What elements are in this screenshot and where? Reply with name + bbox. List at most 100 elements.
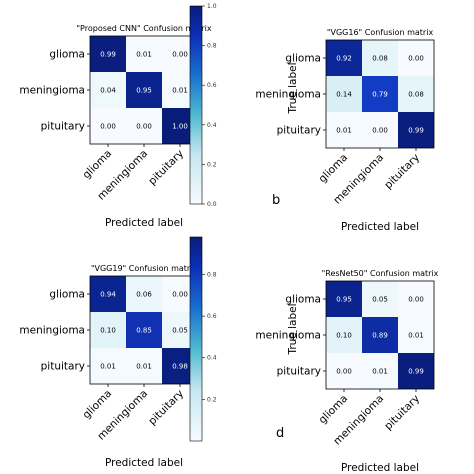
- cell-value-label: 0.92: [336, 55, 352, 63]
- matrix-cell: [326, 76, 362, 112]
- cell-value-label: 0.01: [136, 363, 152, 371]
- cell-value-label: 0.95: [136, 87, 152, 95]
- x-axis-label: Predicted label: [105, 457, 183, 469]
- x-tick-label: glioma: [316, 152, 350, 186]
- cell-value-label: 0.00: [408, 55, 424, 63]
- x-tick-label: glioma: [80, 148, 114, 182]
- matrix-cell: [326, 281, 362, 317]
- panel-letter: b: [272, 193, 280, 208]
- matrix-cell: [362, 281, 398, 317]
- y-tick-label: pituitary: [41, 361, 85, 373]
- matrix-cell: [126, 348, 162, 384]
- colorbar-tick-label: 0.4: [207, 122, 217, 129]
- cell-value-label: 0.01: [136, 51, 152, 59]
- colorbar-tick-label: 0.2: [207, 161, 217, 168]
- cell-value-label: 0.00: [336, 368, 352, 376]
- confusion-matrix-4: "ResNet50" Confusion matrix 0.95 0.05 0.00 0…: [255, 269, 438, 474]
- matrix-cell: [126, 36, 162, 72]
- cell-value-label: 0.06: [136, 291, 152, 299]
- cell-value-label: 0.99: [408, 368, 424, 376]
- matrix-cell: [398, 40, 434, 76]
- y-tick-label: pituitary: [41, 121, 85, 133]
- cell-value-label: 0.01: [336, 127, 352, 135]
- cell-value-label: 1.00: [172, 123, 188, 131]
- colorbar: [189, 5, 203, 205]
- matrix-cell: [126, 72, 162, 108]
- matrix-cell: [90, 108, 126, 144]
- cell-value-label: 0.08: [408, 91, 424, 99]
- matrix-cell: [326, 317, 362, 353]
- cell-value-label: 0.00: [172, 291, 188, 299]
- cell-value-label: 0.99: [100, 51, 116, 59]
- x-axis-label: Predicted label: [341, 462, 419, 474]
- cell-value-label: 0.94: [100, 291, 116, 299]
- y-tick-label: glioma: [285, 294, 321, 306]
- matrix-cell: [90, 36, 126, 72]
- cell-value-label: 0.05: [172, 327, 188, 335]
- cell-value-label: 0.98: [172, 363, 188, 371]
- colorbar-tick-label: 0.6: [207, 82, 217, 89]
- colorbar: [189, 236, 203, 442]
- y-axis-label: True label: [287, 62, 299, 114]
- cell-value-label: 0.99: [408, 127, 424, 135]
- cell-value-label: 0.01: [100, 363, 116, 371]
- y-tick-label: pituitary: [277, 125, 321, 137]
- x-axis-label: Predicted label: [341, 221, 419, 233]
- cell-value-label: 0.00: [372, 127, 388, 135]
- cell-value-label: 0.14: [336, 91, 352, 99]
- matrix-cell: [398, 281, 434, 317]
- cell-value-label: 0.10: [100, 327, 116, 335]
- panel-letter: d: [276, 426, 284, 441]
- cell-value-label: 0.00: [408, 296, 424, 304]
- y-tick-label: meningioma: [19, 85, 85, 97]
- colorbar-tick-label: 0.6: [207, 313, 217, 320]
- cell-value-label: 0.00: [136, 123, 152, 131]
- cell-value-label: 0.08: [372, 55, 388, 63]
- cell-value-label: 0.85: [136, 327, 152, 335]
- x-tick-label: glioma: [316, 393, 350, 427]
- cell-value-label: 0.04: [100, 87, 116, 95]
- colorbar-tick-label: 1.0: [207, 3, 217, 10]
- matrix-cell: [126, 276, 162, 312]
- cell-value-label: 0.00: [100, 123, 116, 131]
- cell-value-label: 0.05: [372, 296, 388, 304]
- y-tick-label: meningioma: [19, 325, 85, 337]
- cell-value-label: 0.01: [372, 368, 388, 376]
- colorbar-tick-label: 0.0: [207, 201, 217, 208]
- chart-title: "ResNet50" Confusion matrix: [322, 269, 439, 278]
- x-tick-label: pituitary: [382, 152, 422, 192]
- cell-value-label: 0.79: [372, 91, 388, 99]
- matrix-cell: [326, 112, 362, 148]
- matrix-cell: [326, 353, 362, 389]
- matrix-cell: [126, 312, 162, 348]
- chart-title: "VGG16" Confusion matrix: [327, 28, 434, 37]
- x-tick-label: pituitary: [146, 388, 186, 428]
- x-tick-label: pituitary: [382, 393, 422, 433]
- matrix-cell: [398, 353, 434, 389]
- cell-value-label: 0.95: [336, 296, 352, 304]
- matrix-cell: [362, 353, 398, 389]
- x-tick-label: glioma: [80, 388, 114, 422]
- colorbar-tick-label: 0.8: [207, 271, 217, 278]
- confusion-matrix-2: "VGG16" Confusion matrix 0.92 0.08 0.00 0.14…: [255, 28, 435, 233]
- cell-value-label: 0.89: [372, 332, 388, 340]
- matrix-cell: [90, 312, 126, 348]
- cell-value-label: 0.01: [408, 332, 424, 340]
- colorbar-tick-label: 0.2: [207, 396, 217, 403]
- x-axis-label: Predicted label: [105, 217, 183, 229]
- matrix-cell: [90, 72, 126, 108]
- matrix-cell: [90, 348, 126, 384]
- confusion-matrix-3: "VGG19" Confusion matrix 0.94 0.06 0.00 0.10…: [19, 236, 217, 469]
- y-tick-label: meningioma: [255, 89, 321, 101]
- colorbar-tick-label: 0.8: [207, 43, 217, 50]
- matrix-cell: [362, 317, 398, 353]
- cell-value-label: 0.01: [172, 87, 188, 95]
- y-tick-label: pituitary: [277, 366, 321, 378]
- matrix-cell: [398, 76, 434, 112]
- colorbar-tick-label: 0.4: [207, 355, 217, 362]
- x-tick-label: pituitary: [146, 148, 186, 188]
- y-tick-label: glioma: [285, 53, 321, 65]
- cell-value-label: 0.10: [336, 332, 352, 340]
- matrix-cell: [362, 76, 398, 112]
